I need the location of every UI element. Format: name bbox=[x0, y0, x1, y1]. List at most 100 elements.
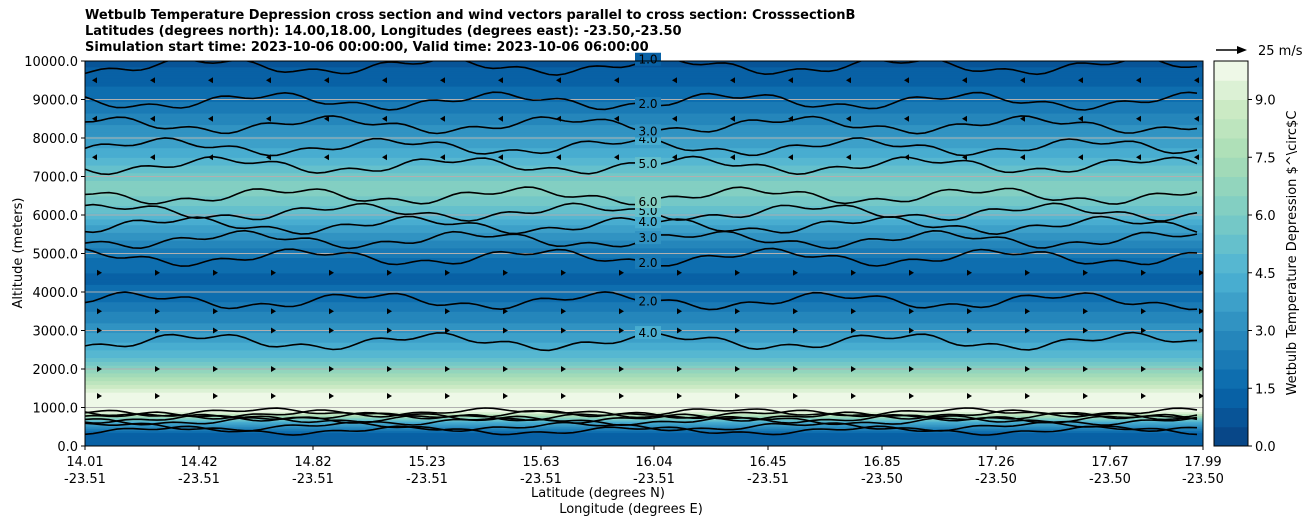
quiver-key-arrow-head bbox=[1237, 46, 1247, 54]
contour-line bbox=[85, 411, 1198, 422]
heatmap-band bbox=[85, 322, 1203, 326]
wind-arrow bbox=[1025, 392, 1030, 399]
heatmap-band bbox=[85, 268, 1203, 272]
wind-arrow bbox=[851, 308, 856, 315]
heatmap-band bbox=[85, 188, 1203, 191]
contour-label: 2.0 bbox=[638, 256, 657, 270]
wind-arrow bbox=[788, 77, 793, 84]
heatmap-band bbox=[85, 278, 1203, 282]
heatmap-band bbox=[85, 68, 1203, 72]
wind-arrow bbox=[503, 269, 508, 276]
title-line-1: Wetbulb Temperature Depression cross sec… bbox=[85, 8, 856, 23]
heatmap-band bbox=[85, 347, 1203, 351]
heatmap-band bbox=[85, 388, 1203, 391]
wind-arrow bbox=[1141, 308, 1146, 315]
y-axis: 0.0 1000.0 2000.0 3000.0 4000.0 5000.0 6000.0 7… bbox=[24, 55, 85, 455]
wind-arrow bbox=[271, 392, 276, 399]
contour-label: 2.0 bbox=[638, 97, 657, 111]
x-tick-label-lat: 16.45 bbox=[749, 455, 786, 470]
heatmap-band bbox=[85, 290, 1203, 293]
wind-arrow bbox=[1083, 269, 1088, 276]
x-tick-label-lon: -23.50 bbox=[861, 472, 903, 487]
wind-arrow bbox=[561, 269, 566, 276]
colorbar-tick-label: 4.5 bbox=[1255, 267, 1276, 282]
wind-arrow bbox=[387, 392, 392, 399]
wind-arrow bbox=[851, 269, 856, 276]
wind-arrow bbox=[1078, 154, 1083, 161]
heatmap-band bbox=[85, 315, 1203, 318]
wind-arrow bbox=[735, 308, 740, 315]
heatmap-band bbox=[85, 288, 1203, 291]
heatmap-band bbox=[85, 228, 1203, 231]
wind-arrow bbox=[967, 366, 972, 372]
wind-arrow bbox=[382, 154, 387, 161]
heatmap-band bbox=[85, 251, 1203, 255]
heatmap-band bbox=[85, 422, 1203, 426]
wind-arrow bbox=[445, 308, 450, 315]
wind-arrow bbox=[793, 366, 798, 372]
colorbar-segment bbox=[1214, 99, 1248, 120]
x-tick-label-lat: 14.42 bbox=[180, 455, 217, 470]
wind-arrow bbox=[213, 269, 218, 276]
x-tick-label-lat: 17.26 bbox=[977, 455, 1014, 470]
wind-arrow bbox=[498, 154, 503, 161]
heatmap-band bbox=[85, 280, 1203, 283]
heatmap-band bbox=[85, 394, 1203, 397]
wind-arrow bbox=[561, 392, 566, 399]
heatmap-band bbox=[85, 432, 1203, 436]
x-tick-label-lon: -23.51 bbox=[747, 472, 789, 487]
heatmap-band bbox=[85, 145, 1203, 149]
wind-arrow bbox=[97, 308, 102, 315]
colorbar-segment bbox=[1214, 138, 1248, 158]
wind-arrow bbox=[97, 366, 102, 372]
x-tick-label-lat: 16.85 bbox=[863, 455, 900, 470]
wind-arrow bbox=[213, 308, 218, 315]
colorbar bbox=[1214, 61, 1248, 447]
heatmap-band bbox=[85, 70, 1203, 74]
chart-title: Wetbulb Temperature Depression cross sec… bbox=[85, 8, 855, 56]
y-tick-label: 2000.0 bbox=[33, 363, 79, 378]
heatmap-band bbox=[85, 363, 1203, 366]
wind-arrow bbox=[150, 115, 155, 122]
heatmap-band bbox=[85, 93, 1203, 97]
wind-arrow bbox=[329, 269, 334, 276]
title-line-2: Latitudes (degrees north): 14.00,18.00, … bbox=[85, 24, 682, 39]
heatmap-band bbox=[85, 390, 1203, 393]
colorbar-segment bbox=[1214, 215, 1248, 235]
heatmap-band bbox=[85, 151, 1203, 154]
heatmap-band bbox=[85, 419, 1203, 422]
heatmap-band bbox=[85, 247, 1203, 251]
colorbar-tick-label: 7.5 bbox=[1255, 151, 1276, 166]
heatmap-band bbox=[85, 372, 1203, 376]
heatmap-band bbox=[85, 270, 1203, 274]
heatmap-band bbox=[85, 426, 1203, 430]
heatmap-band bbox=[85, 176, 1203, 180]
wind-arrow bbox=[1083, 366, 1088, 372]
wind-arrow bbox=[730, 115, 735, 122]
heatmap-band bbox=[85, 82, 1203, 85]
colorbar-segment bbox=[1214, 388, 1248, 408]
heatmap-band bbox=[85, 74, 1203, 77]
colorbar-segment bbox=[1214, 253, 1248, 274]
contour-labels: 4.02.02.03.04.05.06.05.04.03.02.01.0 bbox=[635, 52, 661, 340]
wind-arrow bbox=[266, 115, 271, 122]
heatmap-band bbox=[85, 87, 1203, 91]
heatmap-band bbox=[85, 370, 1203, 374]
wind-arrow bbox=[1141, 392, 1146, 399]
contour-label: 3.0 bbox=[638, 124, 657, 138]
wind-arrow bbox=[677, 327, 682, 334]
wind-arrow bbox=[556, 154, 561, 161]
wind-arrow bbox=[1083, 392, 1088, 399]
wind-arrow bbox=[619, 308, 624, 315]
wind-arrow bbox=[672, 115, 677, 122]
wind-arrow bbox=[92, 77, 97, 84]
heatmap-band bbox=[85, 444, 1203, 446]
wind-arrow bbox=[155, 269, 160, 276]
heatmap-band bbox=[85, 274, 1203, 278]
contour-label-bg bbox=[635, 97, 661, 111]
wind-arrow bbox=[730, 77, 735, 84]
wind-arrow bbox=[445, 392, 450, 399]
wind-arrow bbox=[445, 269, 450, 276]
wind-arrow bbox=[387, 308, 392, 315]
